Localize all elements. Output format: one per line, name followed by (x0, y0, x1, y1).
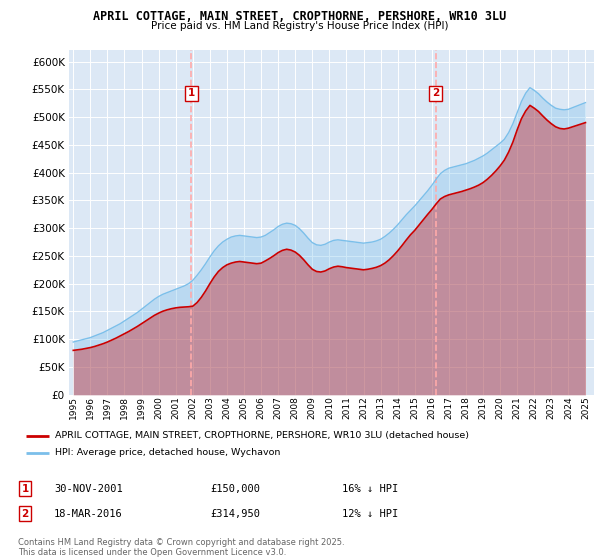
Text: 12% ↓ HPI: 12% ↓ HPI (342, 508, 398, 519)
Text: £150,000: £150,000 (210, 484, 260, 494)
Text: APRIL COTTAGE, MAIN STREET, CROPTHORNE, PERSHORE, WR10 3LU: APRIL COTTAGE, MAIN STREET, CROPTHORNE, … (94, 10, 506, 23)
Text: 18-MAR-2016: 18-MAR-2016 (54, 508, 123, 519)
Text: £314,950: £314,950 (210, 508, 260, 519)
Text: 1: 1 (188, 88, 195, 99)
Text: 30-NOV-2001: 30-NOV-2001 (54, 484, 123, 494)
Text: Price paid vs. HM Land Registry's House Price Index (HPI): Price paid vs. HM Land Registry's House … (151, 21, 449, 31)
Text: APRIL COTTAGE, MAIN STREET, CROPTHORNE, PERSHORE, WR10 3LU (detached house): APRIL COTTAGE, MAIN STREET, CROPTHORNE, … (55, 431, 469, 440)
Text: Contains HM Land Registry data © Crown copyright and database right 2025.
This d: Contains HM Land Registry data © Crown c… (18, 538, 344, 557)
Text: 16% ↓ HPI: 16% ↓ HPI (342, 484, 398, 494)
Text: HPI: Average price, detached house, Wychavon: HPI: Average price, detached house, Wych… (55, 449, 280, 458)
Text: 2: 2 (22, 508, 29, 519)
Text: 2: 2 (432, 88, 439, 99)
Text: 1: 1 (22, 484, 29, 494)
